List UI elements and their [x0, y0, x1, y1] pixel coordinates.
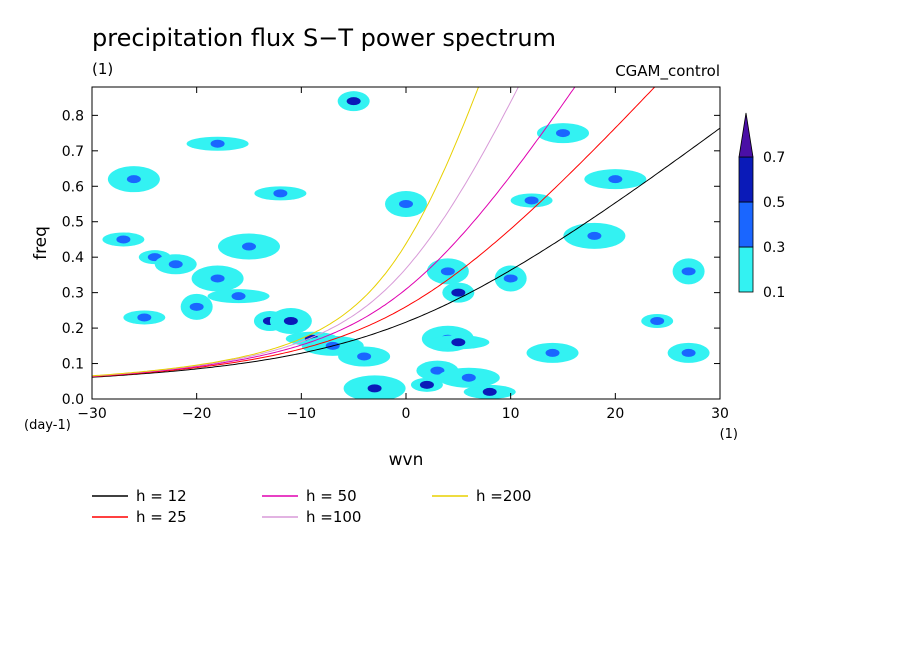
power-core [461, 373, 476, 382]
power-core [681, 267, 696, 276]
axis-ticks: −30 −20 −10 0 10 20 30 0.0 0.1 0.2 0.3 0.4 0.5 0.6 0.7… [62, 87, 729, 422]
colorbar-label: 0.3 [763, 240, 785, 256]
colorbar-extend [738, 112, 754, 158]
power-core [283, 317, 298, 325]
power-core [608, 175, 623, 184]
colorbar-label: 0.7 [763, 150, 785, 166]
power-contours [102, 91, 710, 399]
dispersion-curve [92, 87, 519, 377]
y-tick-label: 0.8 [62, 108, 84, 124]
power-core [399, 200, 413, 208]
legend-label: h =100 [306, 508, 361, 526]
chart-title: precipitation flux S−T power spectrum [92, 24, 556, 52]
colorbar-segment [738, 201, 754, 248]
power-core [210, 139, 225, 148]
power-core [231, 292, 246, 301]
power-core [210, 274, 225, 283]
x-tick-label: 30 [711, 406, 729, 422]
power-core [440, 267, 455, 276]
y-tick-label: 0.6 [62, 179, 84, 195]
legend: h = 12 h = 25 h = 50 h =100 h =200 [92, 487, 531, 526]
y-axis-label: freq [31, 226, 51, 260]
y-unit-label: (day-1) [24, 418, 71, 433]
plot-area: −30 −20 −10 0 10 20 30 0.0 0.1 0.2 0.3 0.4 0.5 0.6 0.7… [62, 86, 729, 422]
y-tick-label: 0.1 [62, 357, 84, 373]
power-core [524, 196, 539, 205]
dispersion-curve [92, 127, 720, 378]
power-core [168, 260, 183, 269]
dispersion-curve [92, 87, 656, 378]
power-core [556, 129, 570, 138]
y-tick-label: 0.7 [62, 144, 84, 160]
x-tick-label: 0 [402, 406, 411, 422]
power-core [126, 175, 141, 184]
y-tick-label: 0.4 [62, 250, 84, 266]
legend-label: h = 50 [306, 487, 357, 505]
colorbar-label: 0.5 [763, 195, 785, 211]
x-tick-label: −10 [287, 406, 317, 422]
colorbar-segment [738, 246, 754, 293]
dispersion-curve [92, 87, 480, 377]
x-tick-label: 20 [606, 406, 624, 422]
power-core [451, 338, 466, 347]
y-tick-label: 0.0 [62, 392, 84, 408]
power-core [451, 288, 466, 297]
colorbar-segment [738, 156, 754, 203]
power-core [419, 380, 434, 389]
units-label: (1) [92, 60, 113, 78]
power-core [346, 97, 361, 106]
power-core [503, 274, 518, 283]
power-core [545, 348, 560, 357]
power-core [273, 189, 288, 198]
x-unit-label: (1) [720, 427, 738, 442]
colorbar: 0.1 0.3 0.5 0.7 [738, 112, 785, 301]
run-name: CGAM_control [615, 62, 720, 81]
power-core [650, 317, 665, 325]
legend-label: h = 12 [136, 487, 187, 505]
power-core [430, 366, 445, 375]
power-core [681, 348, 696, 357]
power-core [242, 242, 256, 251]
power-core [137, 313, 152, 322]
legend-label: h =200 [476, 487, 531, 505]
power-core [189, 302, 204, 311]
dispersion-curves [92, 87, 720, 378]
legend-label: h = 25 [136, 508, 187, 526]
power-core [482, 387, 497, 396]
power-core [587, 231, 602, 240]
power-core [367, 384, 382, 393]
y-tick-label: 0.3 [62, 286, 84, 302]
colorbar-label: 0.1 [763, 285, 785, 301]
dispersion-curve [92, 87, 576, 377]
x-tick-label: 10 [502, 406, 520, 422]
power-core [116, 235, 131, 244]
y-tick-label: 0.2 [62, 321, 84, 337]
x-tick-label: −20 [182, 406, 212, 422]
y-tick-label: 0.5 [62, 215, 84, 231]
x-axis-label: wvn [389, 450, 424, 470]
x-tick-label: −30 [77, 406, 107, 422]
power-core [357, 352, 372, 361]
